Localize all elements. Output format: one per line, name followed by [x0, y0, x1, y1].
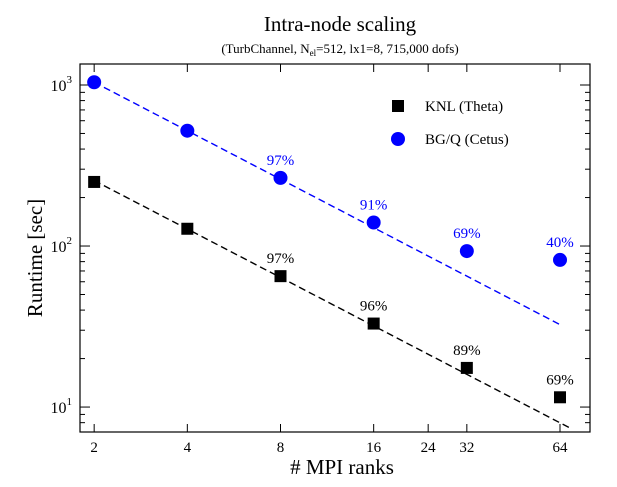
efficiency-label-knl: 69% — [546, 372, 574, 388]
efficiency-label-bgq: 40% — [546, 235, 574, 251]
data-point-knl — [274, 270, 287, 283]
plot-frame — [79, 63, 591, 433]
chart-title: Intra-node scaling — [264, 12, 417, 36]
x-tick-label: 64 — [553, 440, 569, 456]
chart-subtitle-prefix: (TurbChannel, N — [221, 41, 310, 56]
y-tick-label: 102 — [51, 235, 73, 256]
data-point-knl — [181, 222, 194, 235]
legend-label-bgq: BG/Q (Cetus) — [425, 132, 509, 148]
chart-subtitle: (TurbChannel, Nel=512, lx1=8, 715,000 do… — [221, 41, 458, 58]
data-point-knl — [367, 317, 380, 330]
x-tick-label: 32 — [459, 440, 474, 456]
x-tick-label: 4 — [184, 440, 192, 456]
x-tick-label: 24 — [421, 440, 437, 456]
efficiency-label-knl: 97% — [267, 251, 295, 267]
data-point-bgq — [180, 123, 195, 138]
y-tick-label: 101 — [51, 396, 73, 417]
efficiency-label-bgq: 97% — [267, 153, 295, 169]
data-point-knl — [554, 391, 567, 404]
efficiency-label-bgq: 69% — [453, 226, 481, 242]
efficiency-label-bgq: 91% — [360, 197, 388, 213]
ideal-scaling-line-knl — [93, 179, 573, 430]
legend-label-knl: KNL (Theta) — [425, 99, 503, 115]
chart-subtitle-subscript: el — [310, 48, 317, 58]
y-tick-label: 103 — [51, 74, 73, 95]
data-point-bgq — [273, 170, 288, 185]
efficiency-label-knl: 89% — [453, 343, 481, 359]
data-point-knl — [88, 175, 101, 188]
data-point-knl — [460, 361, 473, 374]
plot-area: 2 4 8 16 24 32 6410310210197%96%89%69%97%91%69… — [51, 63, 591, 456]
legend: KNL (Theta) BG/Q (Cetus) — [391, 99, 509, 148]
chart-subtitle-suffix: =512, lx1=8, 715,000 dofs) — [316, 41, 459, 56]
y-axis-label: Runtime [sec] — [23, 199, 47, 317]
x-tick-label: 16 — [366, 440, 382, 456]
data-point-bgq — [87, 75, 102, 90]
legend-marker-bgq — [391, 132, 405, 146]
data-point-bgq — [366, 215, 381, 230]
x-tick-label: 8 — [277, 440, 285, 456]
efficiency-label-knl: 96% — [360, 299, 388, 315]
x-axis-label: # MPI ranks — [290, 455, 394, 479]
legend-marker-knl — [392, 100, 404, 112]
data-point-bgq — [459, 244, 474, 259]
ideal-scaling-line-bgq — [93, 81, 561, 326]
x-tick-label: 2 — [90, 440, 98, 456]
data-point-bgq — [553, 252, 568, 267]
